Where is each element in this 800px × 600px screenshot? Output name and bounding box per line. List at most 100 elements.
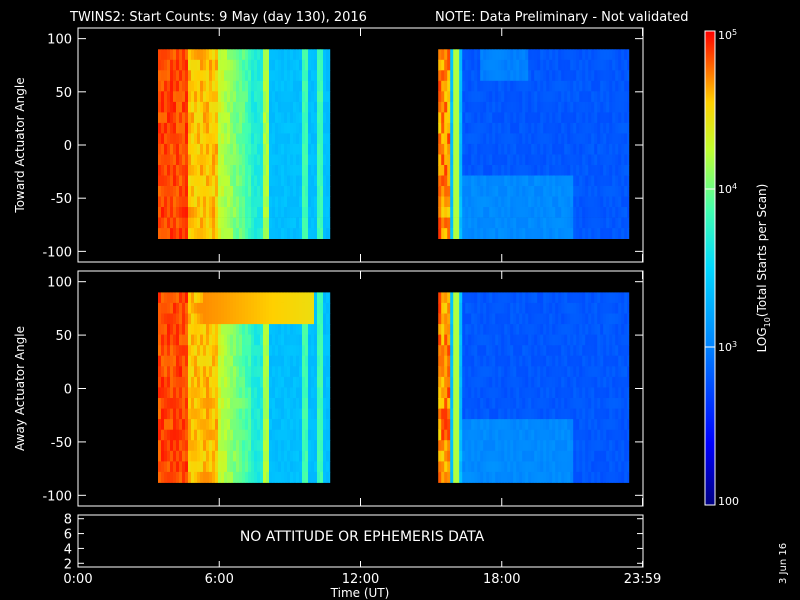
heatmap-cell (519, 70, 523, 82)
heatmap-cell (519, 196, 523, 208)
heatmap-cell (606, 408, 610, 420)
heatmap-cell (615, 355, 619, 367)
heatmap-cell (528, 165, 532, 176)
heatmap-cell (164, 345, 168, 357)
heatmap-cell (471, 186, 475, 197)
heatmap-cell (573, 313, 577, 325)
heatmap-cell (257, 324, 261, 336)
heatmap-cell (227, 217, 231, 229)
heatmap-cell (447, 461, 451, 473)
heatmap-cell (230, 70, 234, 82)
heatmap-cell (474, 334, 478, 346)
heatmap-cell (552, 91, 556, 103)
heatmap-cell (546, 112, 550, 124)
heatmap-cell (528, 366, 532, 378)
heatmap-cell (510, 461, 514, 473)
heatmap-cell (513, 419, 517, 431)
heatmap-cell (570, 419, 574, 431)
heatmap-cell (591, 292, 595, 304)
heatmap-cell (233, 228, 237, 239)
heatmap-cell (555, 302, 559, 314)
heatmap-cell (161, 80, 165, 92)
heatmap-cell (516, 80, 520, 92)
heatmap-cell (197, 165, 201, 176)
heatmap-cell (197, 133, 201, 145)
heatmap-cell (516, 450, 520, 462)
heatmap-cell (200, 345, 204, 357)
heatmap-cell (441, 345, 445, 357)
heatmap-cell (296, 70, 300, 82)
heatmap-cell (600, 217, 604, 229)
heatmap-cell (453, 398, 457, 409)
heatmap-cell (492, 154, 496, 166)
heatmap-cell (170, 59, 174, 71)
heatmap-cell (161, 207, 165, 218)
heatmap-cell (552, 398, 556, 409)
heatmap-cell (459, 101, 463, 113)
heatmap-cell (311, 112, 315, 124)
heatmap-cell (459, 292, 463, 304)
heatmap-cell (215, 80, 219, 92)
heatmap-cell (218, 80, 222, 92)
heatmap-cell (594, 387, 598, 399)
heatmap-cell (293, 429, 297, 441)
heatmap-cell (323, 408, 327, 420)
heatmap-cell (522, 217, 526, 229)
heatmap-cell (477, 122, 481, 134)
heatmap-cell (311, 376, 315, 388)
heatmap-cell (507, 324, 511, 336)
heatmap-cell (528, 345, 532, 357)
heatmap-cell (260, 376, 264, 388)
heatmap-cell (585, 133, 589, 145)
heatmap-cell (441, 196, 445, 208)
heatmap-cell (552, 334, 556, 346)
heatmap-cell (492, 80, 496, 92)
heatmap-cell (561, 355, 565, 367)
heatmap-cell (167, 302, 171, 314)
heatmap-cell (522, 366, 526, 378)
heatmap-cell (588, 292, 592, 304)
heatmap-cell (441, 112, 445, 124)
heatmap-cell (221, 440, 225, 452)
heatmap-cell (254, 49, 258, 61)
heatmap-cell (275, 207, 279, 218)
heatmap-cell (447, 302, 451, 314)
heatmap-cell (200, 398, 204, 409)
heatmap-cell (594, 143, 598, 155)
heatmap-cell (305, 91, 309, 103)
heatmap-cell (579, 366, 583, 378)
heatmap-cell (591, 165, 595, 176)
heatmap-cell (606, 217, 610, 229)
heatmap-cell (257, 165, 261, 176)
heatmap-cell (534, 334, 538, 346)
heatmap-cell (495, 366, 499, 378)
heatmap-cell (278, 186, 282, 197)
heatmap-cell (588, 80, 592, 92)
heatmap-cell (534, 387, 538, 399)
heatmap-cell (585, 122, 589, 134)
heatmap-cell (293, 366, 297, 378)
heatmap-cell (483, 461, 487, 473)
heatmap-cell (447, 324, 451, 336)
heatmap-cell (546, 91, 550, 103)
heatmap-cell (170, 376, 174, 388)
heatmap-cell (254, 217, 258, 229)
heatmap-cell (579, 376, 583, 388)
heatmap-cell (441, 334, 445, 346)
heatmap-cell (263, 175, 267, 187)
heatmap-cell (447, 366, 451, 378)
heatmap-cell (570, 450, 574, 462)
heatmap-cell (167, 450, 171, 462)
heatmap-cell (564, 133, 568, 145)
heatmap-cell (477, 376, 481, 388)
heatmap-cell (459, 49, 463, 61)
heatmap-cell (248, 228, 252, 239)
heatmap-cell (170, 334, 174, 346)
heatmap-cell (296, 186, 300, 197)
heatmap-cell (173, 186, 177, 197)
heatmap-cell (543, 334, 547, 346)
heatmap-cell (492, 101, 496, 113)
heatmap-cell (161, 217, 165, 229)
heatmap-cell (504, 387, 508, 399)
heatmap-cell (519, 143, 523, 155)
